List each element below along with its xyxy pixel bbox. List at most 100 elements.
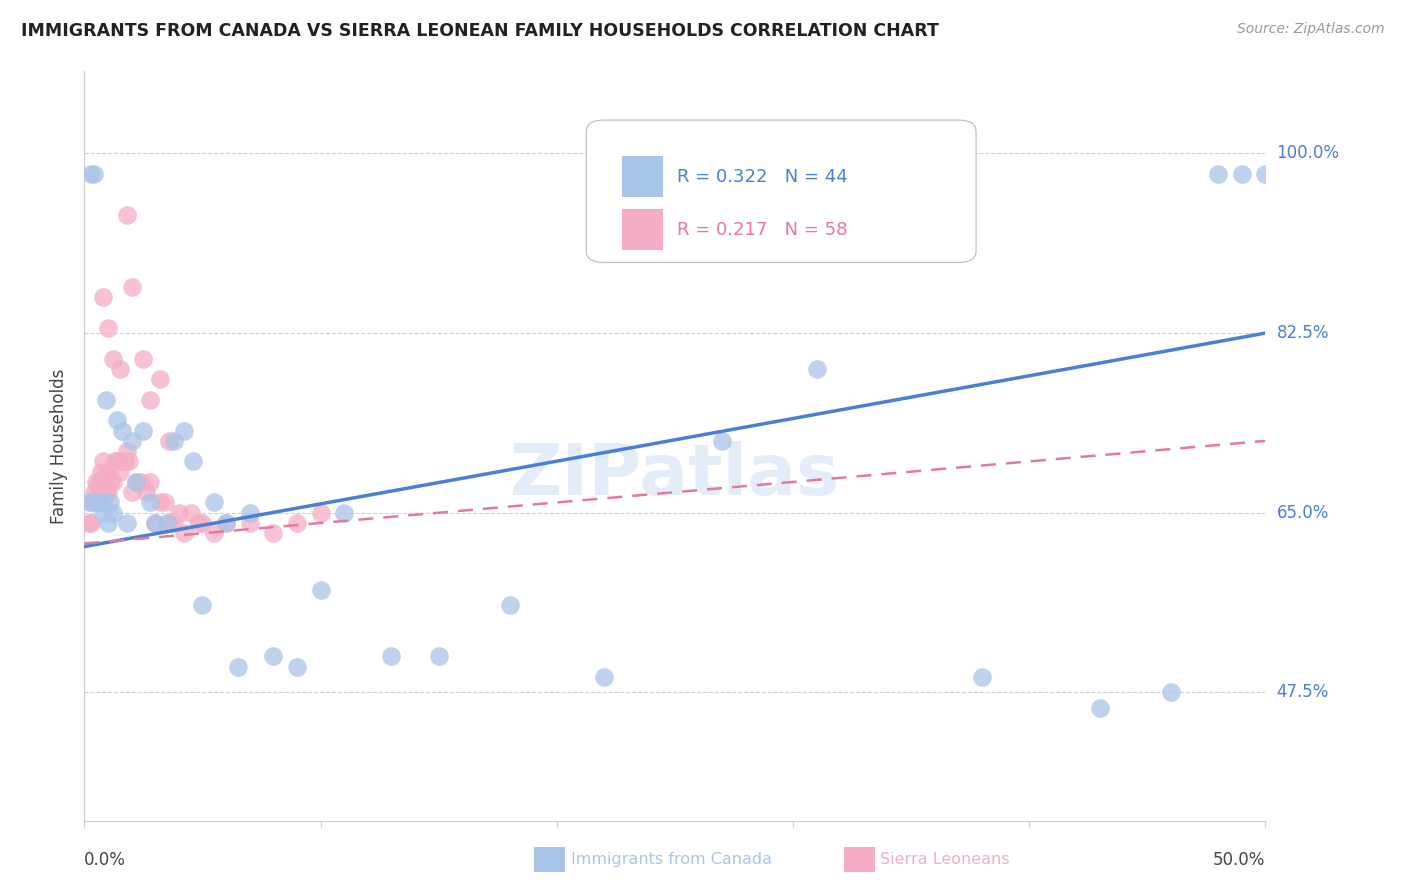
- Point: [173, 424, 195, 438]
- Point: [108, 465, 131, 479]
- Point: [90, 485, 112, 500]
- Point: [91, 475, 114, 489]
- Text: Sierra Leoneans: Sierra Leoneans: [880, 853, 1010, 867]
- Point: [97, 485, 120, 500]
- Point: [90, 465, 112, 479]
- Point: [91, 506, 114, 520]
- Text: 65.0%: 65.0%: [1277, 504, 1329, 522]
- Text: R = 0.322   N = 44: R = 0.322 N = 44: [678, 168, 848, 186]
- Point: [132, 424, 155, 438]
- Text: R = 0.217   N = 58: R = 0.217 N = 58: [678, 220, 848, 238]
- Point: [153, 495, 176, 509]
- Point: [80, 495, 103, 509]
- Point: [111, 454, 134, 468]
- Point: [181, 454, 204, 468]
- Point: [98, 475, 121, 489]
- Point: [380, 649, 402, 664]
- Point: [108, 362, 131, 376]
- Point: [83, 167, 105, 181]
- Point: [77, 516, 100, 530]
- Text: 50.0%: 50.0%: [1213, 851, 1265, 869]
- Point: [83, 485, 105, 500]
- Point: [87, 495, 110, 509]
- Point: [104, 454, 127, 468]
- Point: [114, 454, 136, 468]
- Point: [135, 485, 157, 500]
- Point: [262, 649, 284, 664]
- Text: Source: ZipAtlas.com: Source: ZipAtlas.com: [1237, 22, 1385, 37]
- Point: [593, 670, 616, 684]
- Point: [239, 506, 262, 520]
- Point: [167, 506, 190, 520]
- Point: [157, 516, 180, 530]
- Point: [309, 582, 332, 597]
- Point: [77, 495, 100, 509]
- Point: [94, 465, 117, 479]
- Point: [98, 495, 121, 509]
- Point: [121, 434, 143, 448]
- FancyBboxPatch shape: [621, 156, 664, 197]
- Point: [118, 454, 141, 468]
- Point: [173, 526, 195, 541]
- Point: [163, 434, 186, 448]
- Point: [87, 475, 110, 489]
- Text: 100.0%: 100.0%: [1277, 145, 1340, 162]
- Point: [498, 598, 520, 612]
- Point: [115, 516, 138, 530]
- Point: [97, 321, 120, 335]
- Y-axis label: Family Households: Family Households: [51, 368, 69, 524]
- Point: [107, 413, 129, 427]
- Point: [191, 516, 214, 530]
- Point: [80, 516, 103, 530]
- Point: [139, 475, 162, 489]
- Point: [94, 485, 117, 500]
- Point: [191, 598, 214, 612]
- Point: [80, 167, 103, 181]
- Point: [143, 516, 166, 530]
- FancyBboxPatch shape: [586, 120, 976, 262]
- Point: [84, 475, 107, 489]
- Point: [806, 362, 828, 376]
- Point: [129, 475, 152, 489]
- Point: [101, 351, 124, 366]
- Point: [132, 351, 155, 366]
- Point: [91, 290, 114, 304]
- Point: [149, 372, 172, 386]
- Point: [285, 659, 308, 673]
- Point: [91, 495, 114, 509]
- Point: [139, 495, 162, 509]
- Point: [97, 516, 120, 530]
- Text: Immigrants from Canada: Immigrants from Canada: [571, 853, 772, 867]
- Point: [125, 475, 148, 489]
- Point: [115, 208, 138, 222]
- Text: 47.5%: 47.5%: [1277, 683, 1329, 701]
- Point: [125, 475, 148, 489]
- Point: [1206, 167, 1229, 181]
- Point: [94, 392, 117, 407]
- Point: [215, 516, 238, 530]
- Point: [91, 454, 114, 468]
- FancyBboxPatch shape: [621, 209, 664, 251]
- Text: IMMIGRANTS FROM CANADA VS SIERRA LEONEAN FAMILY HOUSEHOLDS CORRELATION CHART: IMMIGRANTS FROM CANADA VS SIERRA LEONEAN…: [21, 22, 939, 40]
- Point: [111, 424, 134, 438]
- Point: [226, 659, 249, 673]
- Point: [83, 495, 105, 509]
- Point: [262, 526, 284, 541]
- Point: [115, 444, 138, 458]
- Point: [711, 434, 734, 448]
- Point: [333, 506, 356, 520]
- Point: [239, 516, 262, 530]
- Point: [202, 526, 225, 541]
- Point: [107, 454, 129, 468]
- Point: [139, 392, 162, 407]
- Point: [121, 280, 143, 294]
- Point: [121, 485, 143, 500]
- Point: [285, 516, 308, 530]
- Point: [215, 516, 238, 530]
- Point: [84, 495, 107, 509]
- Point: [1230, 167, 1253, 181]
- Point: [1088, 700, 1111, 714]
- Point: [1254, 167, 1277, 181]
- Point: [101, 506, 124, 520]
- Point: [101, 475, 124, 489]
